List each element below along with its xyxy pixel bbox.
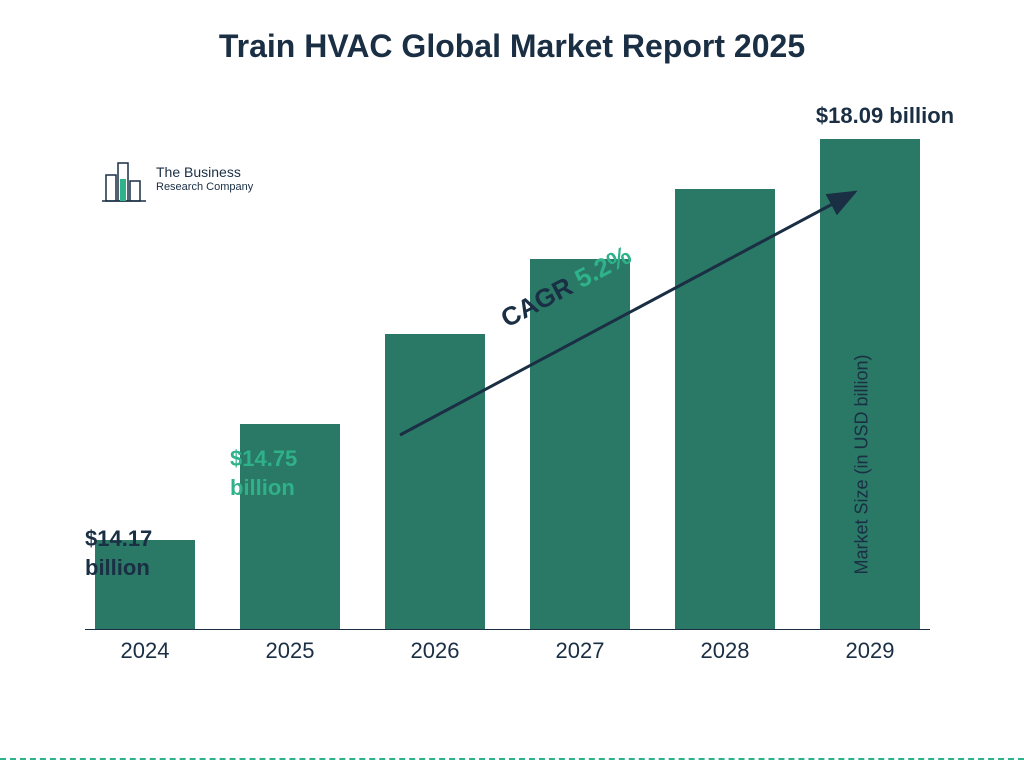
chart-area: 202420252026202720282029 $14.17billion$1…	[85, 130, 930, 675]
bar-value-label: $18.09 billion	[785, 102, 985, 131]
x-axis-label: 2027	[556, 638, 605, 664]
bar-value-label: $14.17billion	[85, 525, 205, 582]
x-axis-label: 2026	[411, 638, 460, 664]
y-axis-label: Market Size (in USD billion)	[851, 354, 872, 574]
x-axis-label: 2024	[121, 638, 170, 664]
x-axis-label: 2029	[846, 638, 895, 664]
chart-title: Train HVAC Global Market Report 2025	[0, 0, 1024, 65]
x-axis-label: 2025	[266, 638, 315, 664]
bars-container: 202420252026202720282029	[85, 130, 930, 630]
bar-wrapper: 2028	[665, 189, 785, 629]
x-axis-label: 2028	[701, 638, 750, 664]
bottom-dashed-line	[0, 758, 1024, 760]
bar	[385, 334, 485, 629]
bar-value-label: $14.75billion	[230, 445, 350, 502]
bar	[675, 189, 775, 629]
bar-wrapper: 2026	[375, 334, 495, 629]
